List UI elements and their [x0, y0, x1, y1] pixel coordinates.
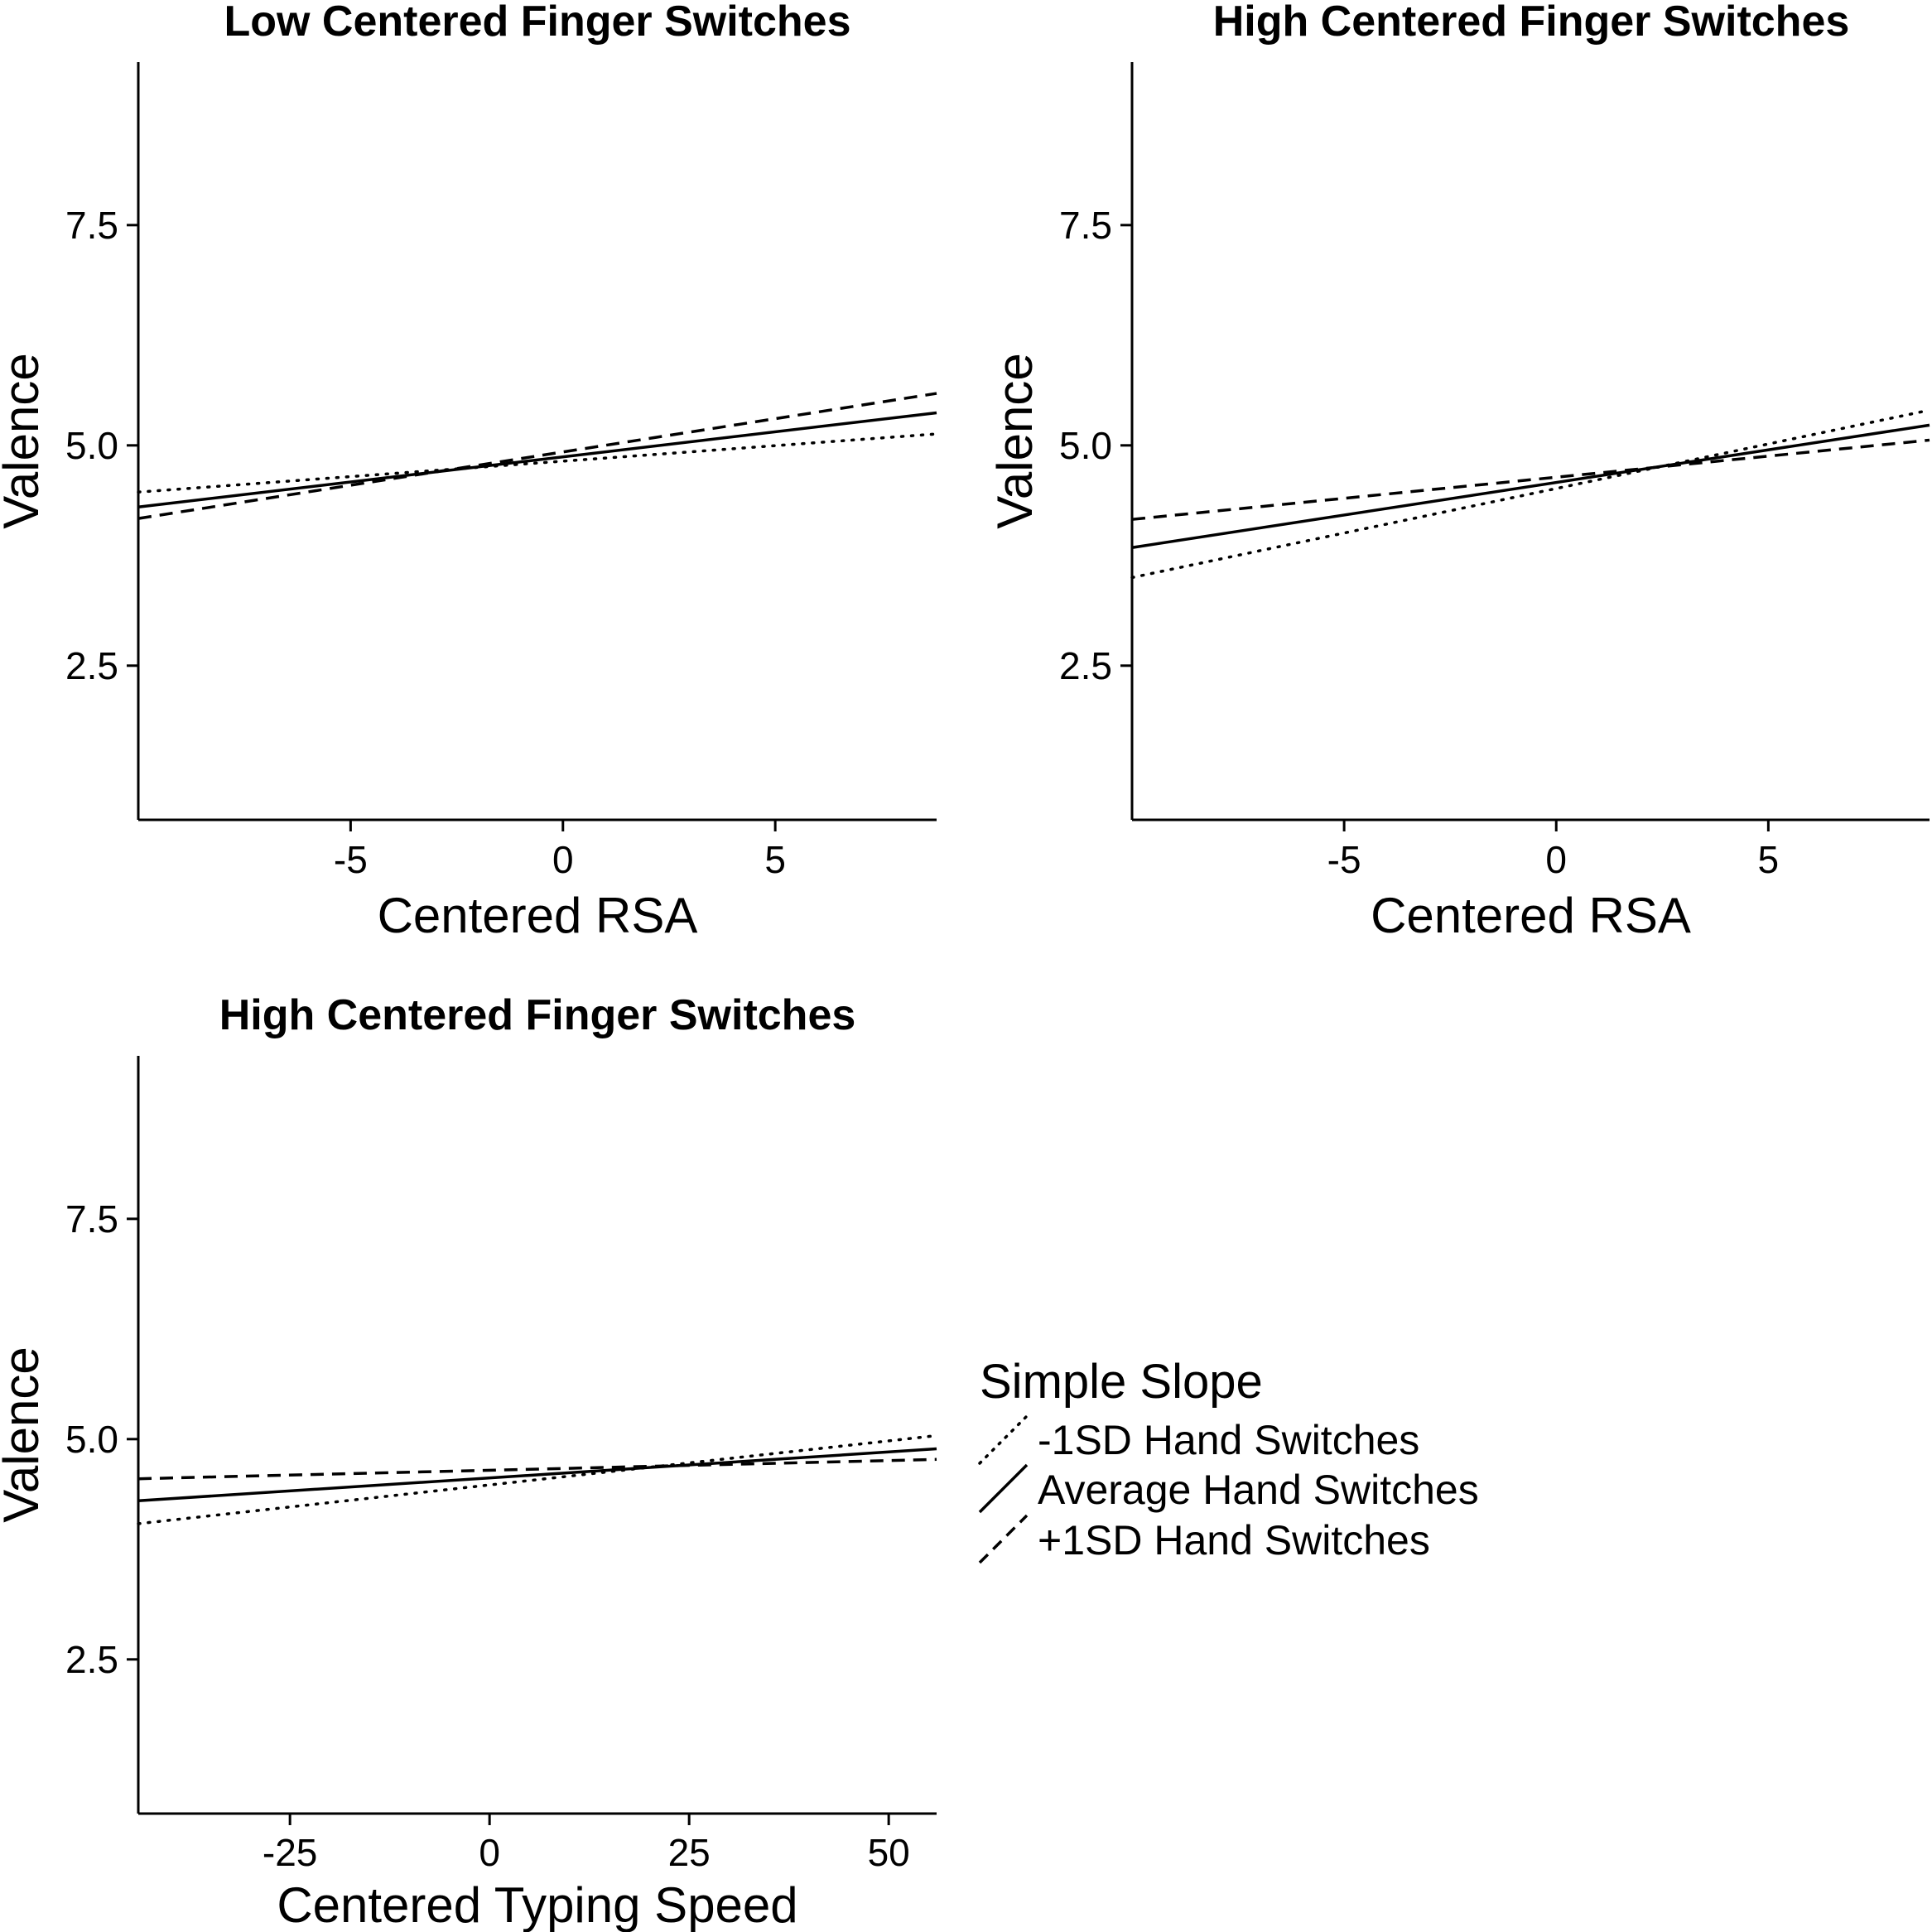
x-tick-label: 0 [552, 838, 574, 881]
y-axis-title: Valence [987, 353, 1043, 528]
legend-key-solid [978, 1463, 1029, 1514]
panel-title: High Centered Finger Switches [219, 991, 856, 1039]
panel-title: High Centered Finger Switches [1213, 0, 1850, 46]
series-line-solid [1131, 423, 1930, 549]
x-axis-title: Centered RSA [1371, 888, 1691, 943]
x-tick-label: 25 [668, 1831, 711, 1874]
legend-title: Simple Slope [980, 1355, 1263, 1409]
y-tick-label: 2.5 [65, 1638, 118, 1681]
x-tick-label: 5 [1758, 838, 1780, 881]
x-tick-label: 50 [868, 1831, 910, 1874]
series-line-dashed [137, 1457, 937, 1481]
y-tick-label: 2.5 [65, 644, 118, 687]
legend-label-average: Average Hand Switches [1038, 1467, 1479, 1513]
y-tick-label: 2.5 [1059, 644, 1112, 687]
x-tick-label: 5 [764, 838, 786, 881]
x-tick-label: -25 [263, 1831, 317, 1874]
y-tick-label: 5.0 [65, 424, 118, 467]
legend-key-dotted [978, 1414, 1029, 1465]
x-axis-title: Centered Typing Speed [277, 1877, 797, 1932]
x-tick-label: 0 [1545, 838, 1567, 881]
y-tick-label: 5.0 [1059, 424, 1112, 467]
legend-key-dashed [978, 1514, 1029, 1564]
panel-high-finger-rsa: High Centered Finger Switches 2.5 5.0 7.5 -5… [987, 0, 1931, 943]
x-tick-label: -5 [1327, 838, 1361, 881]
panel-low-finger-rsa: Low Centered Finger Switches 2.5 5.0 7.5 -5 0… [0, 0, 938, 943]
y-axis-title: Valence [0, 353, 49, 528]
legend-label-minus-1sd: -1SD Hand Switches [1038, 1417, 1419, 1463]
y-tick-label: 5.0 [65, 1418, 118, 1461]
series-line-dashed [137, 392, 937, 520]
series-line-dotted [137, 1433, 938, 1525]
panel-title: Low Centered Finger Switches [224, 0, 850, 46]
panel-high-finger-typing: High Centered Finger Switches 2.5 5.0 7.5 -2… [0, 991, 938, 1932]
y-tick-label: 7.5 [1059, 204, 1112, 247]
series-line-dotted [1130, 408, 1931, 580]
series-line-solid [137, 1447, 937, 1503]
legend-label-plus-1sd: +1SD Hand Switches [1038, 1517, 1430, 1563]
x-axis-title: Centered RSA [378, 888, 698, 943]
x-tick-label: 0 [479, 1831, 500, 1874]
series-line-dashed [1131, 438, 1930, 521]
y-axis-title: Valence [0, 1347, 49, 1522]
y-tick-label: 7.5 [65, 204, 118, 247]
x-tick-label: -5 [334, 838, 368, 881]
series-line-solid [137, 411, 937, 509]
y-tick-label: 7.5 [65, 1197, 118, 1241]
series-line-dotted [137, 432, 938, 494]
legend: Simple Slope -1SD Hand Switches Average … [978, 1355, 1479, 1564]
